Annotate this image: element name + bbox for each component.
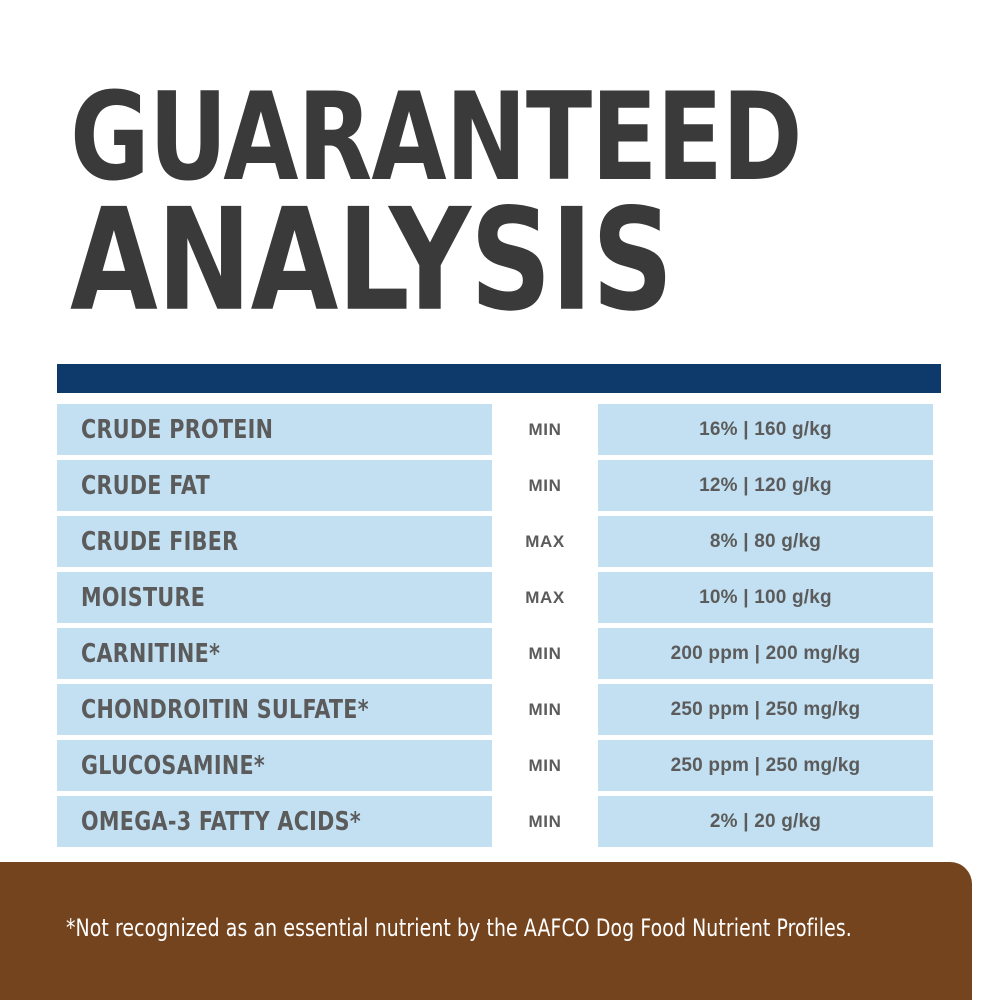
nutrient-value: 250 ppm | 250 mg/kg	[670, 754, 861, 776]
nutrient-value-cell: 250 ppm | 250 mg/kg	[598, 684, 933, 735]
qualifier-cell: MIN	[492, 684, 598, 735]
qualifier-label: MAX	[525, 531, 565, 551]
page-title: GUARANTEED ANALYSIS	[0, 0, 1000, 340]
table-header-bar	[57, 364, 941, 393]
nutrient-label-cell: CRUDE FAT	[57, 460, 492, 511]
nutrient-value-cell: 250 ppm | 250 mg/kg	[598, 740, 933, 791]
nutrient-value: 8% | 80 g/kg	[709, 530, 822, 552]
table-row: CARNITINE* MIN 200 ppm | 200 mg/kg	[0, 628, 1000, 679]
table-body: CRUDE PROTEIN MIN 16% | 160 g/kg CRUDE FAT M…	[0, 404, 1000, 852]
table-row: CRUDE PROTEIN MIN 16% | 160 g/kg	[0, 404, 1000, 455]
nutrient-label: CARNITINE*	[81, 638, 221, 669]
qualifier-cell: MIN	[492, 628, 598, 679]
footnote: *Not recognized as an essential nutrient…	[66, 914, 852, 942]
nutrient-value-cell: 16% | 160 g/kg	[598, 404, 933, 455]
table-row: OMEGA-3 FATTY ACIDS* MIN 2% | 20 g/kg	[0, 796, 1000, 847]
qualifier-cell: MIN	[492, 796, 598, 847]
nutrient-value: 250 ppm | 250 mg/kg	[670, 698, 861, 720]
nutrient-label: CRUDE FAT	[81, 470, 210, 501]
nutrient-value-cell: 10% | 100 g/kg	[598, 572, 933, 623]
table-row: CRUDE FIBER MAX 8% | 80 g/kg	[0, 516, 1000, 567]
qualifier-cell: MIN	[492, 404, 598, 455]
footer-band: *Not recognized as an essential nutrient…	[0, 862, 972, 1000]
nutrient-value: 12% | 120 g/kg	[699, 474, 832, 496]
qualifier-label: MIN	[528, 643, 562, 663]
qualifier-cell: MAX	[492, 572, 598, 623]
nutrient-label-cell: CRUDE PROTEIN	[57, 404, 492, 455]
qualifier-cell: MAX	[492, 516, 598, 567]
table-row: CRUDE FAT MIN 12% | 120 g/kg	[0, 460, 1000, 511]
nutrient-label: CRUDE FIBER	[81, 526, 239, 557]
nutrient-value: 10% | 100 g/kg	[699, 586, 832, 608]
table-row: CHONDROITIN SULFATE* MIN 250 ppm | 250 mg/…	[0, 684, 1000, 735]
nutrient-label-cell: GLUCOSAMINE*	[57, 740, 492, 791]
table-row: GLUCOSAMINE* MIN 250 ppm | 250 mg/kg	[0, 740, 1000, 791]
nutrient-label-cell: OMEGA-3 FATTY ACIDS*	[57, 796, 492, 847]
nutrient-label: CRUDE PROTEIN	[81, 414, 274, 445]
nutrient-value: 2% | 20 g/kg	[709, 810, 822, 832]
nutrient-label: OMEGA-3 FATTY ACIDS*	[81, 806, 361, 837]
qualifier-label: MIN	[528, 475, 562, 495]
qualifier-label: MIN	[528, 699, 562, 719]
qualifier-label: MIN	[528, 419, 562, 439]
nutrient-value: 16% | 160 g/kg	[699, 418, 832, 440]
qualifier-cell: MIN	[492, 740, 598, 791]
nutrient-label: GLUCOSAMINE*	[81, 750, 265, 781]
nutrient-value-cell: 2% | 20 g/kg	[598, 796, 933, 847]
nutrient-value-cell: 8% | 80 g/kg	[598, 516, 933, 567]
nutrient-label-cell: CARNITINE*	[57, 628, 492, 679]
page-title-line-2: ANALYSIS	[70, 177, 673, 343]
nutrient-value: 200 ppm | 200 mg/kg	[670, 642, 861, 664]
nutrient-label-cell: CHONDROITIN SULFATE*	[57, 684, 492, 735]
nutrient-label: MOISTURE	[81, 582, 206, 613]
nutrient-label-cell: CRUDE FIBER	[57, 516, 492, 567]
nutrient-value-cell: 12% | 120 g/kg	[598, 460, 933, 511]
qualifier-label: MIN	[528, 811, 562, 831]
table-row: MOISTURE MAX 10% | 100 g/kg	[0, 572, 1000, 623]
qualifier-label: MAX	[525, 587, 565, 607]
qualifier-cell: MIN	[492, 460, 598, 511]
nutrient-label-cell: MOISTURE	[57, 572, 492, 623]
nutrient-value-cell: 200 ppm | 200 mg/kg	[598, 628, 933, 679]
page-title-line-1: GUARANTEED	[70, 67, 803, 208]
qualifier-label: MIN	[528, 755, 562, 775]
nutrient-label: CHONDROITIN SULFATE*	[81, 694, 369, 725]
